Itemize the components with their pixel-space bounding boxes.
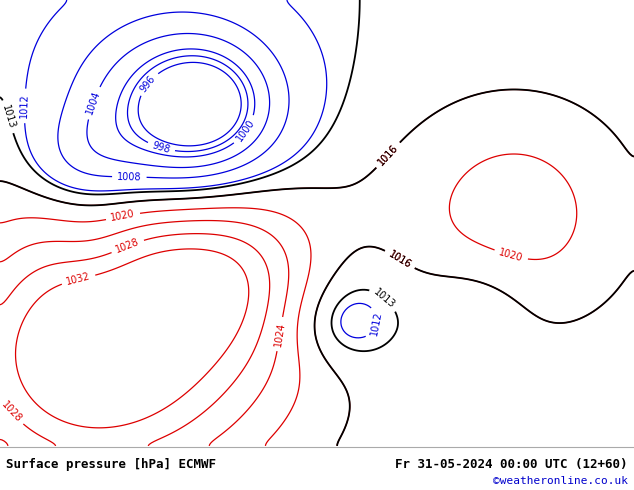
Text: 1008: 1008 [117,172,141,182]
Text: 1024: 1024 [273,321,287,347]
Text: ©weatheronline.co.uk: ©weatheronline.co.uk [493,476,628,487]
Text: Surface pressure [hPa] ECMWF: Surface pressure [hPa] ECMWF [6,458,216,471]
Text: 1028: 1028 [114,237,141,255]
Text: 1020: 1020 [110,209,136,223]
Text: 1012: 1012 [19,94,30,119]
Text: 1016: 1016 [376,143,400,168]
Text: 1020: 1020 [498,247,524,264]
Text: 1004: 1004 [84,90,102,116]
Text: 1016: 1016 [387,249,413,270]
Text: 1000: 1000 [235,118,257,144]
Text: 1013: 1013 [372,287,397,310]
Text: 1016: 1016 [376,143,400,168]
Text: Fr 31-05-2024 00:00 UTC (12+60): Fr 31-05-2024 00:00 UTC (12+60) [395,458,628,471]
Text: 998: 998 [151,140,171,155]
Text: 1032: 1032 [65,271,92,287]
Text: 1012: 1012 [369,311,384,337]
Text: 996: 996 [138,73,158,94]
Text: 1016: 1016 [387,249,413,270]
Text: 1028: 1028 [0,399,23,424]
Text: 1013: 1013 [0,103,17,130]
